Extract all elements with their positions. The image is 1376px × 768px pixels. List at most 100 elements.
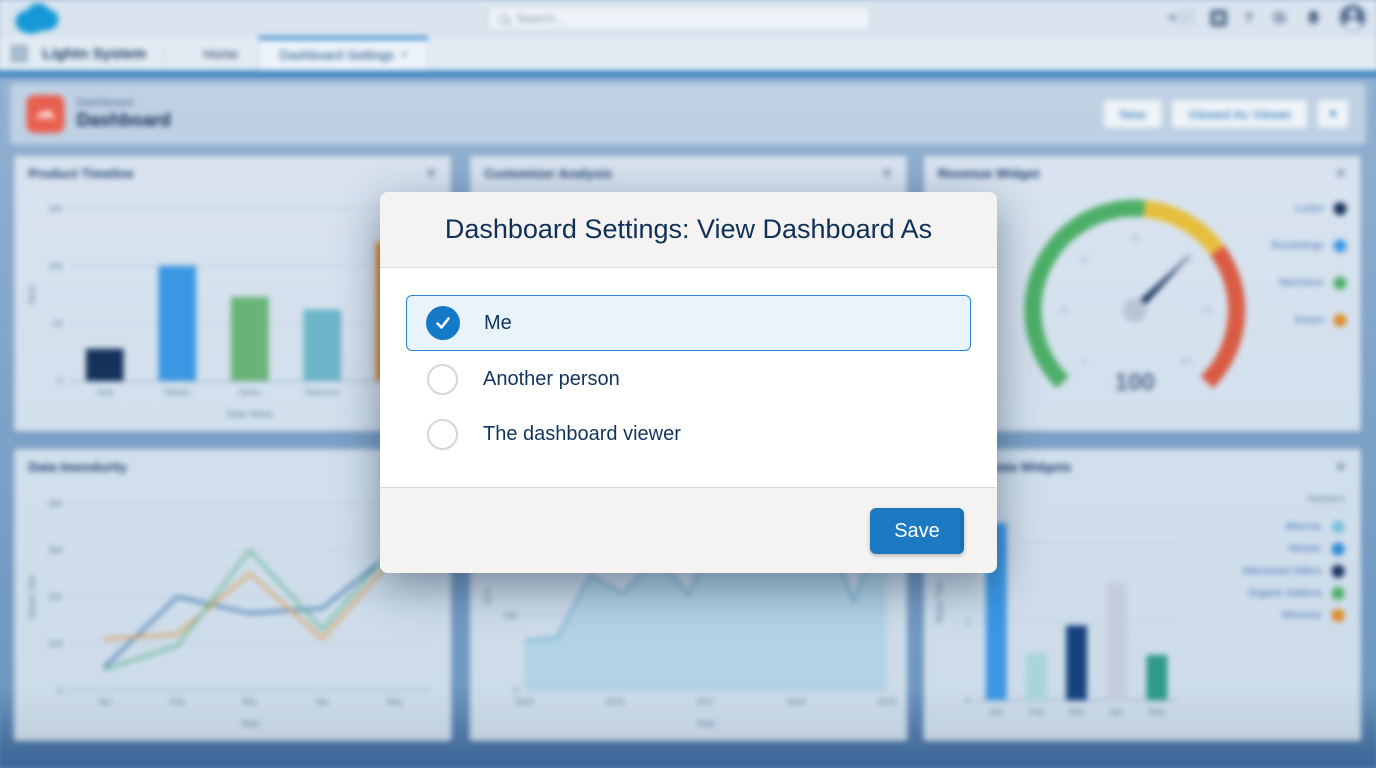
svg-text:May: May (387, 696, 404, 706)
bell-icon (1307, 10, 1320, 25)
notifications-button[interactable] (1305, 9, 1321, 26)
svg-text:Wagon Opts: Wagon Opts (27, 575, 36, 619)
radio-unchecked-icon (427, 419, 458, 450)
chevron-down-icon: ▾ (402, 49, 407, 60)
app-launcher-icon[interactable] (11, 45, 28, 62)
svg-text:2017: 2017 (696, 696, 715, 706)
new-button[interactable]: New (1102, 98, 1163, 129)
svg-text:Apr: Apr (1110, 706, 1123, 716)
close-icon[interactable]: ✕ (1334, 458, 1347, 475)
modal-body: Me Another person The dashboard viewer (380, 268, 997, 461)
user-avatar[interactable] (1338, 3, 1367, 32)
search-input[interactable] (516, 11, 818, 26)
svg-text:0: 0 (965, 695, 970, 705)
option-dashboard-viewer[interactable]: The dashboard viewer (406, 408, 971, 461)
revenue-gauge-chart: 0 25 50 75 100 125 150 100 (1014, 186, 1255, 427)
svg-text:0: 0 (58, 376, 63, 386)
svg-text:May: May (1149, 706, 1166, 716)
close-icon[interactable]: ✕ (1334, 165, 1347, 182)
radio-checked-icon (426, 306, 460, 340)
page-title: Dashboard (76, 109, 171, 130)
tab-dashboard-settings[interactable]: Dashboard Settings ▾ (258, 36, 428, 71)
widget-title: Customizer Analysis (484, 165, 613, 181)
svg-text:Sum: Sum (483, 588, 492, 605)
svg-text:Wager Time: Wager Time (935, 580, 944, 623)
svg-text:100: 100 (1180, 257, 1192, 264)
header-more-actions-button[interactable]: ▾ (1316, 98, 1350, 129)
dashboard-settings-modal: Dashboard Settings: View Dashboard As Me… (380, 192, 997, 573)
setup-button[interactable] (1270, 9, 1288, 27)
svg-text:50: 50 (1080, 257, 1088, 264)
global-nav-bar: + ▾ ? (0, 0, 1376, 37)
widget-product-timeline: Product Timeline ✕ 0 50 100 150 Rand Data Vie… (13, 155, 453, 433)
svg-text:100: 100 (48, 261, 62, 271)
svg-text:2015: 2015 (515, 696, 534, 706)
record-type-label: Dashboard (76, 96, 134, 109)
data-imendurity-line-chart: 0 100 200 300 400 Wagon Opts Year Jan Feb Mar Apr M… (22, 489, 445, 739)
svg-text:0: 0 (58, 685, 63, 695)
dashboard-object-icon (26, 94, 65, 134)
svg-text:Data Views: Data Views (227, 409, 273, 419)
help-button[interactable]: ? (1244, 9, 1254, 27)
option-label: The dashboard viewer (483, 423, 681, 445)
svg-text:2: 2 (965, 617, 970, 627)
global-search[interactable] (487, 5, 871, 31)
add-quick-action-button[interactable]: + ▾ (1168, 9, 1193, 26)
app-name: Lightn System (42, 45, 147, 63)
svg-text:2019: 2019 (877, 696, 896, 706)
svg-text:50: 50 (53, 318, 63, 328)
svg-text:Year: Year (241, 718, 259, 728)
viewed-as-viewer-button[interactable]: Viewed As Viewer (1170, 98, 1309, 129)
widget-title: Data Imendurity (28, 458, 128, 474)
svg-text:500: 500 (504, 611, 518, 621)
current-data-legend: Numbers Alternos Wessin Warnesset Gillors Or… (1168, 493, 1345, 622)
radio-unchecked-icon (427, 364, 458, 395)
svg-text:Namsurs: Namsurs (305, 387, 339, 397)
svg-text:100: 100 (1115, 369, 1155, 396)
modal-header: Dashboard Settings: View Dashboard As (380, 192, 997, 268)
svg-text:150: 150 (1180, 358, 1192, 365)
svg-text:Apr: Apr (316, 696, 329, 706)
save-button[interactable]: Save (870, 508, 964, 554)
svg-text:Feb: Feb (1029, 706, 1044, 716)
modal-title: Dashboard Settings: View Dashboard As (444, 214, 933, 244)
widget-title: Product Timeline (28, 165, 135, 181)
svg-text:Jan: Jan (98, 696, 112, 706)
svg-text:Asia: Asia (96, 387, 113, 397)
svg-text:Selos: Selos (239, 387, 260, 397)
option-another-person[interactable]: Another person (406, 353, 971, 406)
accent-strip (0, 70, 1376, 77)
option-label: Me (484, 311, 512, 334)
svg-text:Jan: Jan (989, 706, 1003, 716)
option-label: Another person (483, 368, 620, 390)
svg-text:400: 400 (48, 498, 62, 508)
svg-text:Mar: Mar (242, 696, 257, 706)
svg-text:Feb: Feb (170, 696, 185, 706)
svg-text:200: 200 (48, 592, 62, 602)
tab-home[interactable]: Home (203, 46, 239, 62)
gear-icon (1272, 11, 1286, 25)
divider (164, 43, 166, 64)
widget-title: Current Data Widgets (937, 458, 1072, 474)
search-icon (498, 13, 509, 24)
plus-icon: + (1167, 9, 1177, 27)
cloud-logo-icon (15, 3, 59, 34)
close-icon[interactable]: ✕ (881, 165, 893, 182)
revenue-gauge-legend: Lustre Resolutings Warmions Dosen (1271, 202, 1347, 327)
chevron-down-icon: ▾ (1178, 10, 1193, 25)
svg-text:2016: 2016 (605, 696, 624, 706)
svg-text:Rand: Rand (27, 285, 36, 304)
dashboard-page-header: Dashboard Dashboard New Viewed As Viewer… (9, 82, 1367, 146)
shortcut-box-icon (1209, 9, 1227, 27)
svg-text:150: 150 (48, 203, 62, 213)
svg-text:Westin: Westin (164, 387, 190, 397)
svg-text:2018: 2018 (787, 696, 806, 706)
svg-text:100: 100 (48, 639, 62, 649)
app-shortcut-button[interactable] (1209, 9, 1227, 27)
option-me[interactable]: Me (406, 295, 971, 351)
svg-text:300: 300 (48, 545, 62, 555)
tab-label: Dashboard Settings (279, 47, 395, 63)
app-nav-bar: Lightn System Home Dashboard Settings ▾ (0, 36, 1376, 71)
close-icon[interactable]: ✕ (425, 165, 438, 182)
